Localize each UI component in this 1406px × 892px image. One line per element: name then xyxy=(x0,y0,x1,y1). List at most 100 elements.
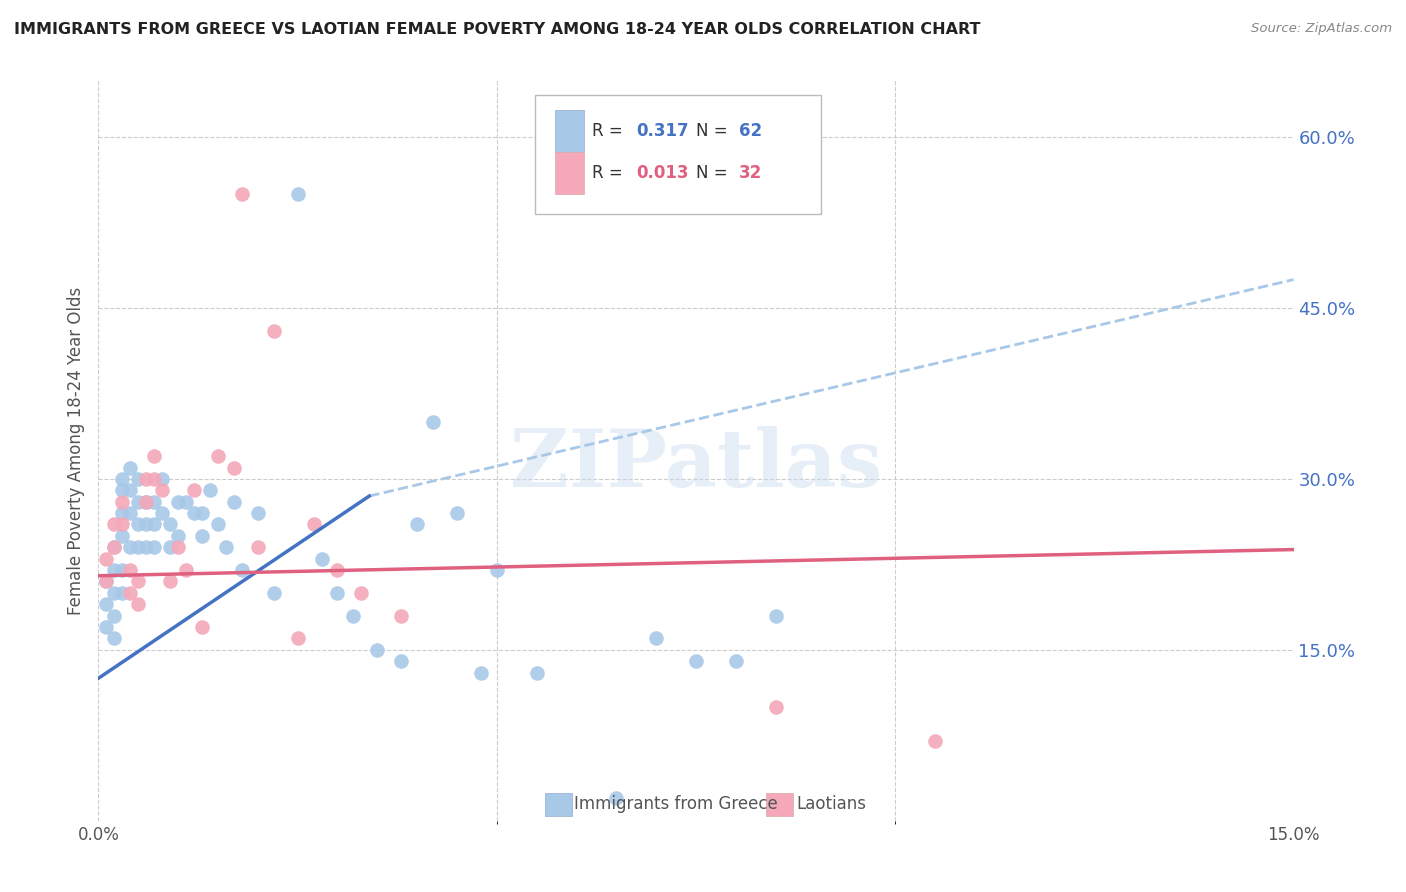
Point xyxy=(302,517,325,532)
Point xyxy=(765,608,787,623)
Point xyxy=(246,541,269,555)
Point xyxy=(198,483,221,498)
Point xyxy=(342,608,364,623)
Point xyxy=(120,586,142,600)
Point xyxy=(605,790,627,805)
Point xyxy=(215,541,238,555)
Point xyxy=(207,449,229,463)
Point xyxy=(127,517,149,532)
Point xyxy=(103,517,125,532)
Point xyxy=(222,494,245,508)
Point xyxy=(167,541,190,555)
Point xyxy=(143,541,166,555)
Point xyxy=(326,586,349,600)
Text: Laotians: Laotians xyxy=(796,796,866,814)
Point xyxy=(103,632,125,646)
Point xyxy=(127,494,149,508)
Point xyxy=(183,483,205,498)
Point xyxy=(127,541,149,555)
Point xyxy=(167,529,190,543)
Point xyxy=(120,541,142,555)
Point xyxy=(685,654,707,668)
Point xyxy=(183,506,205,520)
Point xyxy=(159,574,181,589)
Point xyxy=(120,563,142,577)
Point xyxy=(96,620,118,634)
Point xyxy=(924,734,946,748)
Point xyxy=(207,517,229,532)
Point xyxy=(159,517,181,532)
Point xyxy=(159,541,181,555)
Point xyxy=(103,563,125,577)
Text: 0.013: 0.013 xyxy=(637,164,689,182)
Point xyxy=(422,415,444,429)
Point xyxy=(174,494,197,508)
Point xyxy=(287,632,309,646)
Point xyxy=(96,574,118,589)
Y-axis label: Female Poverty Among 18-24 Year Olds: Female Poverty Among 18-24 Year Olds xyxy=(66,286,84,615)
Point xyxy=(143,494,166,508)
Point xyxy=(191,529,214,543)
Text: N =: N = xyxy=(696,121,733,140)
Point xyxy=(111,563,134,577)
Point xyxy=(127,597,149,611)
Point xyxy=(111,494,134,508)
Point xyxy=(470,665,492,680)
Point xyxy=(143,449,166,463)
FancyBboxPatch shape xyxy=(766,792,793,816)
Point xyxy=(406,517,429,532)
Point xyxy=(191,620,214,634)
FancyBboxPatch shape xyxy=(546,792,572,816)
Point xyxy=(103,608,125,623)
Point xyxy=(103,586,125,600)
Point xyxy=(120,483,142,498)
Text: 0.317: 0.317 xyxy=(637,121,689,140)
Point xyxy=(174,563,197,577)
Point xyxy=(103,541,125,555)
Point xyxy=(263,586,285,600)
Point xyxy=(366,642,388,657)
Point xyxy=(111,506,134,520)
Point xyxy=(287,187,309,202)
Point xyxy=(150,472,173,486)
Point xyxy=(645,632,668,646)
Point xyxy=(765,699,787,714)
Point xyxy=(311,551,333,566)
Point xyxy=(191,506,214,520)
Point xyxy=(111,472,134,486)
Point xyxy=(96,574,118,589)
Point xyxy=(167,494,190,508)
Point xyxy=(111,517,134,532)
FancyBboxPatch shape xyxy=(555,110,583,152)
Text: 62: 62 xyxy=(740,121,762,140)
Point xyxy=(135,541,157,555)
Point xyxy=(103,541,125,555)
Point xyxy=(120,506,142,520)
Point xyxy=(263,324,285,338)
FancyBboxPatch shape xyxy=(534,95,821,213)
Point xyxy=(96,551,118,566)
Text: Source: ZipAtlas.com: Source: ZipAtlas.com xyxy=(1251,22,1392,36)
Point xyxy=(350,586,373,600)
Point xyxy=(246,506,269,520)
Point xyxy=(135,472,157,486)
FancyBboxPatch shape xyxy=(555,152,583,194)
Point xyxy=(326,563,349,577)
Text: 32: 32 xyxy=(740,164,762,182)
Point xyxy=(724,654,747,668)
Point xyxy=(389,654,412,668)
Point xyxy=(150,483,173,498)
Point xyxy=(111,586,134,600)
Point xyxy=(111,529,134,543)
Text: ZIPatlas: ZIPatlas xyxy=(510,426,882,504)
Point xyxy=(135,494,157,508)
Text: Immigrants from Greece: Immigrants from Greece xyxy=(574,796,778,814)
Point xyxy=(111,483,134,498)
Text: IMMIGRANTS FROM GREECE VS LAOTIAN FEMALE POVERTY AMONG 18-24 YEAR OLDS CORRELATI: IMMIGRANTS FROM GREECE VS LAOTIAN FEMALE… xyxy=(14,22,980,37)
Point xyxy=(127,472,149,486)
Point xyxy=(96,597,118,611)
Point xyxy=(120,460,142,475)
Text: N =: N = xyxy=(696,164,733,182)
Point xyxy=(389,608,412,623)
Text: R =: R = xyxy=(592,164,628,182)
